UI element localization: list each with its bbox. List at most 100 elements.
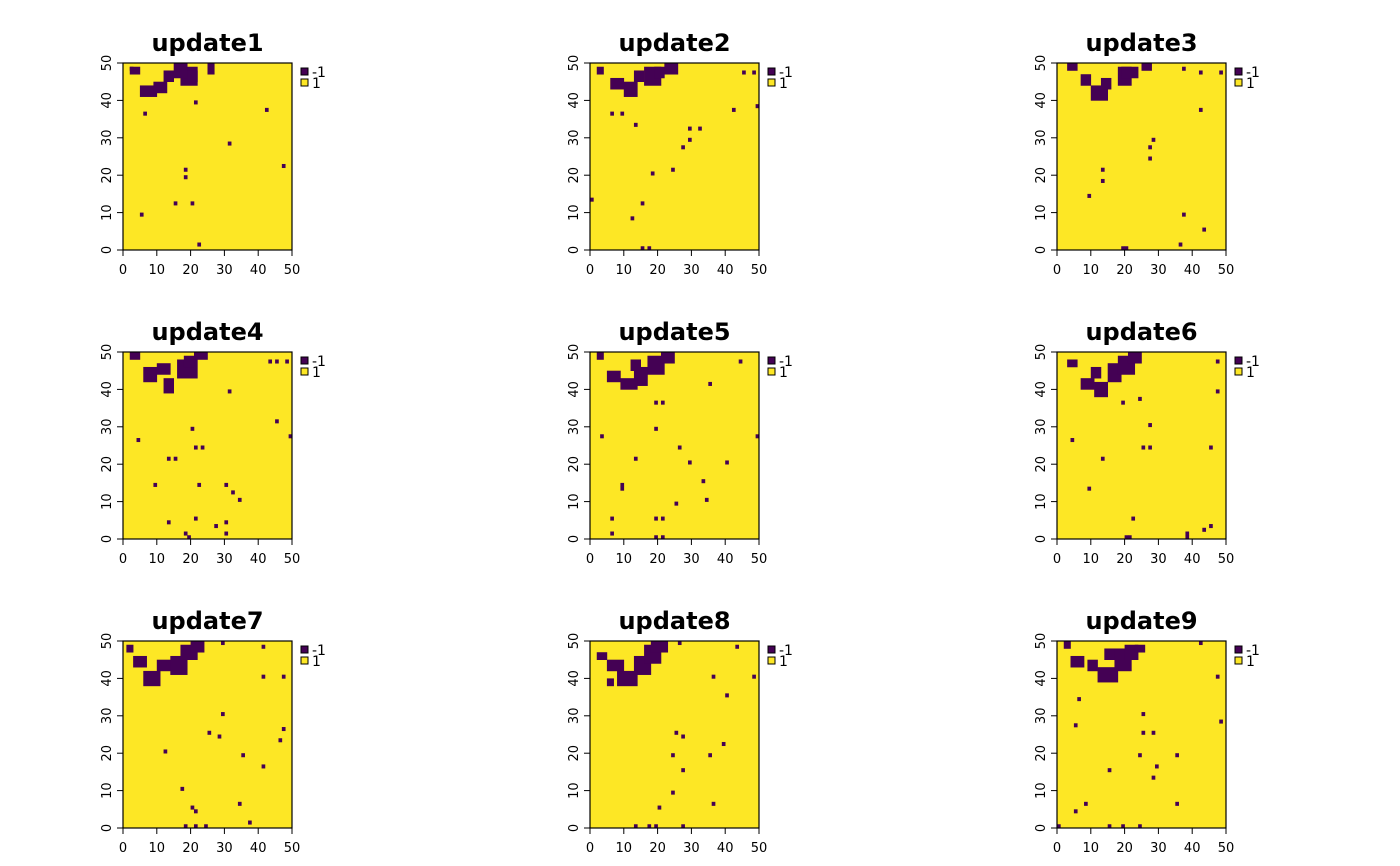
raster-cell [1182, 66, 1186, 71]
x-tick-label: 0 [586, 841, 594, 856]
raster-cell [193, 809, 198, 814]
y-tick-label: 20 [567, 456, 582, 473]
x-tick-label: 10 [149, 841, 166, 856]
x-tick-label: 10 [616, 263, 633, 278]
raster-cell [633, 824, 638, 829]
y-tick-label: 20 [1034, 745, 1049, 762]
raster-cell-block [190, 641, 205, 653]
raster-cell [660, 516, 665, 521]
y-tick-label: 40 [100, 92, 115, 109]
panel-update8: update8 0 10 20 30 40 50 0 10 20 30 40 50 -11 [567, 607, 793, 856]
raster-cell [187, 535, 191, 540]
y-tick-label: 0 [1034, 824, 1049, 832]
raster-cell [633, 456, 638, 461]
raster-cell-block [129, 352, 141, 360]
legend-label: 1 [312, 365, 321, 381]
raster-cell-block [183, 355, 195, 368]
legend-label: 1 [312, 654, 321, 670]
raster-cell [231, 490, 235, 495]
raster-cell [1151, 730, 1156, 735]
raster-cell [633, 122, 638, 127]
raster-cell [193, 516, 198, 521]
raster-cell [650, 171, 655, 176]
raster-cell [1151, 775, 1156, 780]
raster-cell-block [610, 77, 625, 90]
y-tick-label: 10 [1034, 782, 1049, 799]
plot-frame [122, 62, 293, 251]
raster-cell [620, 111, 625, 116]
raster-cell-block [1094, 381, 1108, 398]
raster-cell [681, 145, 685, 150]
legend-swatch [300, 645, 309, 654]
raster-cell-block [143, 670, 161, 687]
y-tick-label: 0 [100, 246, 115, 254]
raster-cell [674, 501, 679, 506]
raster-cell-block [1121, 66, 1139, 79]
raster-cell [1121, 400, 1125, 405]
raster-cell [1141, 445, 1146, 450]
panel-update4: update4 0 10 20 30 40 50 0 10 20 30 40 50 -11 [100, 318, 326, 567]
y-tick-label: 0 [100, 824, 115, 832]
x-tick-label: 0 [1053, 263, 1061, 278]
raster-cell-block [596, 66, 604, 75]
x-tick-label: 0 [586, 552, 594, 567]
raster-cell [647, 824, 652, 829]
raster-cell [1138, 396, 1142, 401]
raster-cell [610, 531, 614, 536]
x-tick-label: 30 [683, 552, 700, 567]
raster-cell-block [1080, 378, 1095, 390]
plot-frame [122, 640, 293, 829]
raster-cell-block [606, 659, 625, 672]
y-tick-label: 20 [100, 456, 115, 473]
raster-cell-block [1063, 641, 1071, 649]
x-tick-label: 40 [1184, 552, 1201, 567]
panel-title: update8 [618, 607, 730, 635]
raster-cell-block [1100, 77, 1112, 90]
legend-label: 1 [312, 76, 321, 92]
raster-cell [190, 426, 195, 431]
raster-cell-block [660, 352, 675, 364]
raster-cell [1175, 753, 1179, 758]
raster-cell [197, 482, 202, 487]
legend-swatch [767, 656, 776, 665]
x-tick-label: 30 [683, 841, 700, 856]
raster-cell [1182, 212, 1186, 217]
raster-cell [1087, 486, 1092, 491]
raster-cell [1202, 527, 1207, 532]
y-tick-label: 0 [567, 824, 582, 832]
raster-cell [261, 644, 266, 649]
raster-cell [708, 381, 712, 386]
panel-update9: update9 0 10 20 30 40 50 0 10 20 30 40 50 -11 [1034, 607, 1260, 856]
x-tick-label: 20 [649, 841, 666, 856]
raster-cell [166, 456, 171, 461]
x-tick-label: 30 [216, 841, 233, 856]
legend-label: 1 [779, 654, 788, 670]
raster-cell-block [126, 644, 134, 653]
raster-cell [674, 730, 679, 735]
plot-frame [1056, 351, 1227, 540]
raster-cell [1185, 535, 1190, 540]
raster-cell [163, 749, 168, 754]
raster-cell [654, 400, 658, 405]
raster-cell [610, 111, 614, 116]
raster-cell [681, 734, 685, 739]
raster-cell-block [1080, 74, 1092, 86]
x-tick-label: 10 [1083, 841, 1100, 856]
panel-title: update9 [1085, 607, 1197, 635]
raster-cell [1151, 137, 1156, 142]
raster-cell [129, 66, 134, 71]
x-tick-label: 0 [119, 552, 127, 567]
legend-label: 1 [1246, 365, 1255, 381]
raster-cell [261, 764, 266, 769]
raster-cell [704, 497, 709, 502]
legend-swatch [300, 356, 309, 365]
raster-cell [1077, 697, 1081, 702]
x-tick-label: 20 [182, 552, 199, 567]
raster-cell [654, 824, 658, 829]
raster-cell [173, 201, 178, 206]
x-tick-label: 10 [1083, 552, 1100, 567]
raster-cell [1198, 107, 1203, 112]
raster-cell-block [129, 66, 141, 75]
raster-cell [660, 400, 665, 405]
